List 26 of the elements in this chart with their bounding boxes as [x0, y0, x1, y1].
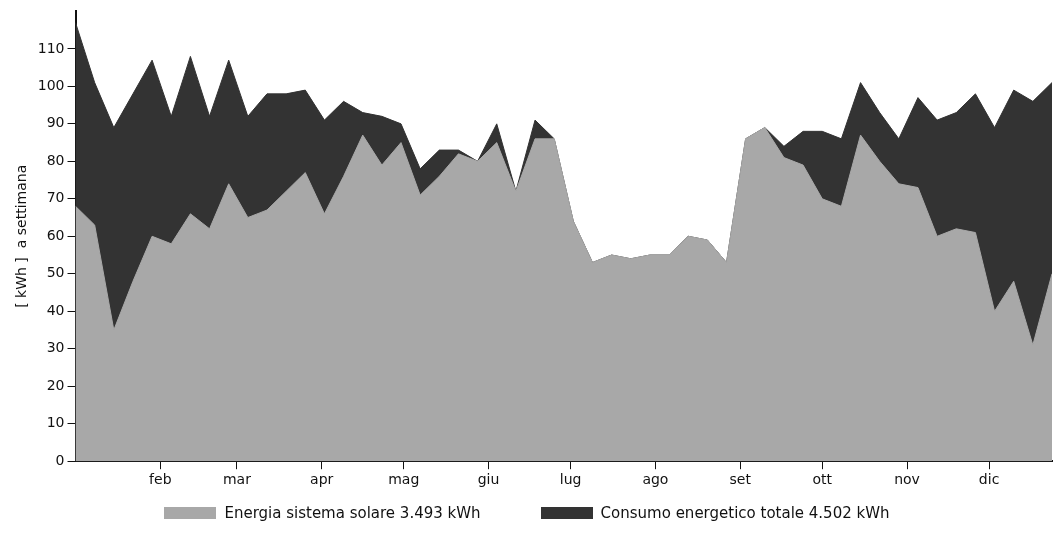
x-tick-label: feb	[149, 471, 172, 488]
y-tick-label: 110	[37, 39, 65, 56]
y-tick-label: 70	[46, 189, 65, 206]
x-tick-label: set	[729, 471, 752, 488]
y-tick-label: 30	[46, 339, 65, 356]
x-tick-label: dic	[978, 471, 1000, 488]
x-tick-label: nov	[894, 471, 920, 488]
y-tick-label: 100	[37, 77, 65, 94]
x-tick-label: mag	[388, 471, 420, 488]
y-tick-label: 80	[46, 151, 65, 168]
y-tick-label: 60	[46, 226, 65, 243]
y-tick-label: 90	[46, 114, 65, 131]
legend-label: Energia sistema solare 3.493 kWh	[224, 504, 481, 522]
y-tick-label: 50	[46, 264, 65, 281]
x-tick-label: ago	[642, 471, 669, 488]
y-tick-label: 10	[46, 414, 65, 431]
x-tick-label: lug	[559, 471, 582, 488]
x-tick-label: mar	[222, 471, 252, 488]
x-tick-label: giu	[477, 471, 500, 488]
legend-label: Consumo energetico totale 4.502 kWh	[600, 504, 890, 522]
y-tick-label: 40	[46, 301, 65, 318]
y-tick-label: 20	[46, 376, 65, 393]
y-tick-label: 0	[55, 451, 65, 468]
x-tick-label: apr	[310, 471, 334, 488]
y-axis-title: [ kWh ] a settimana	[13, 164, 30, 308]
x-tick-label: ott	[812, 471, 833, 488]
